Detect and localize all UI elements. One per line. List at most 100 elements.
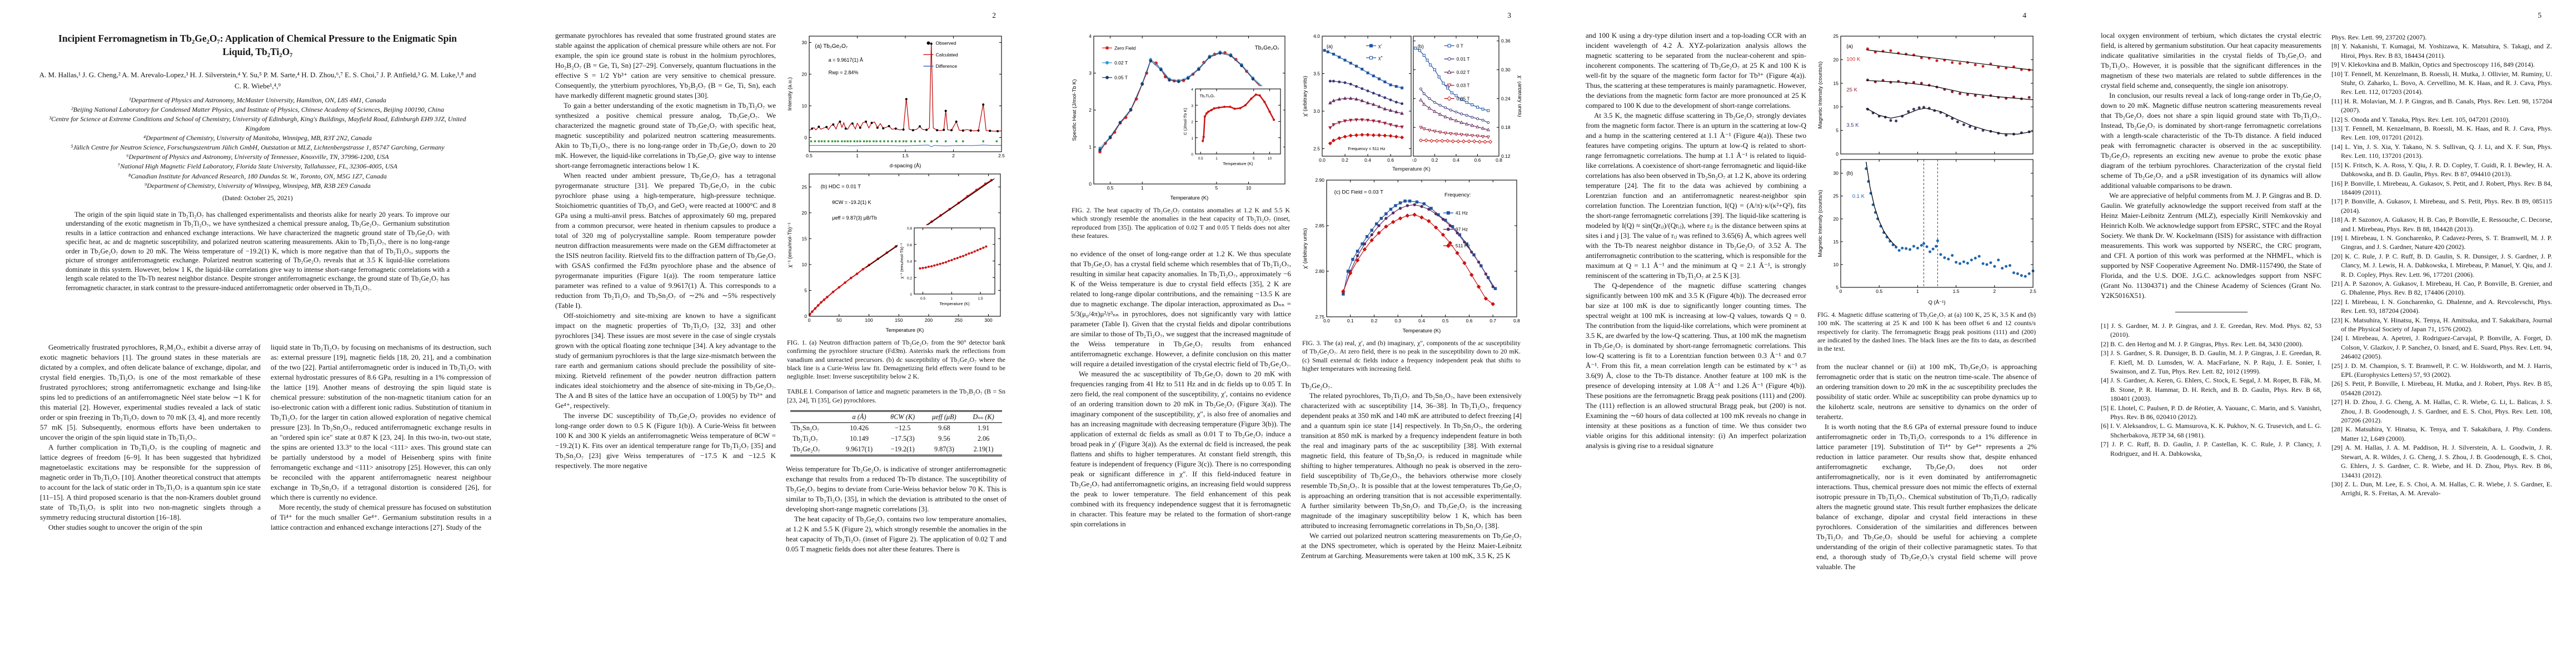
- paragraph: Tb₂Ge₂O₇.: [1301, 381, 1332, 390]
- svg-text:20: 20: [802, 71, 808, 77]
- svg-text:(b) HDC = 0.01 T: (b) HDC = 0.01 T: [821, 184, 861, 190]
- svg-text:1: 1: [1141, 185, 1144, 191]
- body-columns: Geometrically frustrated pyrochlores, R₂…: [40, 342, 491, 653]
- paragraph-list: Weiss temperature for Tb₂Ge₂O₇ is indica…: [786, 464, 1007, 554]
- fig3b-chi-doubleprime-chart: 0.0 0.2 0.4 0.6 0.80.12 0.18 0.24 0.30 0.36 (b) 0 …: [1412, 36, 1521, 163]
- svg-text:1.5: 1.5: [1953, 288, 1960, 294]
- svg-text:2: 2: [1089, 107, 1092, 113]
- dated-line: (Dated: October 25, 2021): [222, 193, 293, 202]
- svg-text:Tb₂Ti₂O₇: Tb₂Ti₂O₇: [1200, 94, 1215, 98]
- table-cell: 9.87(3): [934, 445, 954, 454]
- figure-1: 0.5 1 1.5 2 2.5 0 10 20 30 (a) Tb₂Ge₂O₇ a = 9.9617…: [786, 32, 1007, 381]
- svg-text:30: 30: [1833, 171, 1839, 176]
- svg-text:χ″: χ″: [1378, 55, 1382, 61]
- table-row: Tb₂Ti₂O₇ 10.149 −17.5(3) 9.56 2.06: [790, 434, 1002, 444]
- paper-title: Incipient Ferromagnetism in Tb₂Ge₂O₇: Ap…: [58, 33, 457, 57]
- svg-text:15: 15: [1833, 239, 1839, 245]
- svg-text:Rwp = 2.84%: Rwp = 2.84%: [829, 70, 859, 76]
- svg-text:Temperature (K): Temperature (K): [1223, 161, 1253, 166]
- svg-text:25: 25: [1833, 33, 1839, 39]
- svg-text:μeff = 9.87(3) μB/Tb: μeff = 9.87(3) μB/Tb: [832, 215, 877, 221]
- svg-text:41 Hz: 41 Hz: [1456, 210, 1468, 216]
- affiliation: ⁹Department of Chemistry, University of …: [145, 181, 371, 190]
- table-header-cell: [790, 411, 837, 424]
- fig4a-diffuse-scattering-chart: 0 5 10 15 20 25 (a) 100 K 25 K 3.5 K Magnetic Inte…: [1817, 33, 2034, 157]
- figure-1-caption: FIG. 1. (a) Neutron diffraction pattern …: [787, 339, 1005, 381]
- svg-text:5: 5: [1836, 128, 1838, 133]
- svg-text:0.8: 0.8: [1513, 318, 1520, 323]
- reference: [7] J. P. C. Ruff, B. D. Gaulin, J. P. C…: [2101, 440, 2321, 457]
- svg-text:0.05 T: 0.05 T: [1457, 96, 1470, 101]
- fig3a-chi-prime-chart: 0.0 0.2 0.4 0.6 2.5 3.0 3.5 4.0 (a) Frequency = 5…: [1302, 33, 1412, 163]
- svg-text:0.1 K: 0.1 K: [1852, 193, 1865, 200]
- svg-text:4.0: 4.0: [1313, 33, 1320, 39]
- svg-text:15: 15: [802, 236, 808, 241]
- table-cell: 9.56: [938, 435, 950, 443]
- affiliation: ¹Department of Physics and Astronomy, Mc…: [129, 96, 386, 104]
- paragraph-list: liquid state in Tb₂Ti₂O₇ by focusing on …: [271, 342, 491, 532]
- reference: [9] V. Klekovkina and B. Malkin, Optics …: [2331, 61, 2535, 69]
- column-right: 0 5 10 15 20 25 (a) 100 K 25 K 3.5 K Magnetic Inte…: [1816, 31, 2037, 653]
- svg-text:2.5: 2.5: [998, 153, 1005, 158]
- svg-text:1: 1: [1916, 288, 1919, 294]
- svg-text:20: 20: [1833, 57, 1839, 62]
- svg-text:250: 250: [955, 317, 963, 323]
- table-1-caption: TABLE I. Comparison of lattice and magne…: [787, 387, 1005, 404]
- paragraph: A further complication in Tb₂Ti₂O₇ is th…: [40, 443, 261, 521]
- svg-text:30: 30: [802, 39, 808, 45]
- table-header-cell: Dₙₙ (K): [965, 411, 1003, 424]
- fig1b-wrap: 0 50 100 150 200 250 300 0 5 10 15 20 25 (b) HDC = 0.…: [786, 170, 1007, 334]
- svg-text:0.01 T: 0.01 T: [1457, 56, 1470, 62]
- svg-text:25: 25: [1833, 193, 1839, 199]
- svg-text:0.2: 0.2: [1432, 157, 1438, 163]
- svg-text:0.6: 0.6: [1466, 318, 1473, 323]
- figure-4-caption: FIG. 4. Magnetic diffuse scattering of T…: [1817, 311, 2036, 353]
- svg-text:5: 5: [1215, 185, 1218, 191]
- table-cell: 1.91: [977, 424, 990, 432]
- svg-text:10: 10: [1833, 262, 1839, 267]
- svg-text:2: 2: [952, 153, 955, 158]
- table-1: a (Å) θCW (K) μeff (μB) Dₙₙ (K) Tb₂Sn₂O₇…: [790, 410, 1003, 457]
- reference: [12] S. Onoda and Y. Tanaka, Phys. Rev. …: [2331, 115, 2510, 123]
- svg-text:1: 1: [1191, 137, 1193, 141]
- svg-text:χ′ (arbitrary units): χ′ (arbitrary units): [1302, 76, 1308, 116]
- reference: [14] L. Yin, J. S. Xia, Y. Takano, N. S.…: [2331, 142, 2552, 160]
- svg-text:0.03 T: 0.03 T: [1457, 83, 1470, 88]
- paragraph: It is worth noting that the 8.6 GPa of e…: [1816, 422, 2037, 571]
- svg-text:Tb₂Ge₂O₇: Tb₂Ge₂O₇: [1255, 45, 1280, 51]
- svg-text:1: 1: [856, 153, 859, 158]
- reference: [3] J. S. Gardner, S. R. Dunsiger, B. D.…: [2101, 349, 2321, 376]
- svg-text:3.0: 3.0: [1313, 108, 1320, 114]
- svg-text:0.30: 0.30: [1501, 67, 1511, 72]
- svg-text:Frequency:: Frequency:: [1444, 192, 1471, 198]
- table-cell: 9.9617(1): [845, 445, 873, 454]
- svg-text:3.5: 3.5: [1313, 71, 1320, 77]
- reference: [1] J. S. Gardner, M. J. P. Gingras, and…: [2101, 322, 2321, 339]
- page-number: 3: [1507, 11, 1511, 19]
- reference: [21] A. P. Sazonov, A. Gukasov, I. Mireb…: [2331, 279, 2552, 297]
- page-number: 5: [2538, 11, 2542, 19]
- column-right: Phys. Rev. Lett. 99, 237202 (2007). [8] Y…: [2331, 31, 2552, 653]
- column-right: 0.5 1 1.5 2 2.5 0 10 20 30 (a) Tb₂Ge₂O₇ a = 9.9617…: [786, 31, 1007, 653]
- body-columns: and 100 K using a dry-type dilution inse…: [1586, 31, 2037, 653]
- svg-text:Calculated: Calculated: [936, 52, 958, 57]
- affiliation-list: ¹Department of Physics and Astronomy, Mc…: [39, 96, 476, 190]
- svg-text:0: 0: [1840, 288, 1842, 294]
- svg-text:2.5: 2.5: [2030, 288, 2036, 294]
- author-list: A. M. Hallas,¹ J. G. Cheng,² A. M. Areva…: [39, 71, 476, 90]
- svg-text:10: 10: [1268, 157, 1272, 161]
- column-right: liquid state in Tb₂Ti₂O₇ by focusing on …: [271, 342, 491, 653]
- reference: [15] K. Fritsch, K. A. Ross, Y. Qiu, J. …: [2331, 161, 2552, 178]
- table-cell: −17.5(3): [890, 435, 915, 443]
- svg-text:χ⁻¹ (emu/mol-Tb)⁻¹: χ⁻¹ (emu/mol-Tb)⁻¹: [899, 243, 904, 278]
- svg-text:Difference: Difference: [936, 63, 958, 69]
- svg-text:0: 0: [1089, 181, 1092, 187]
- paragraph: The related pyrochlores, Tb₂Ti₂O₇ and Tb…: [1301, 391, 1522, 530]
- column-left: 0.5 1 5 10 0 1 2 3 4 Tb₂Ge₂O₇ Zero Field 0.02 T 0.05…: [1070, 31, 1291, 653]
- paragraph: and 100 K using a dry-type dilution inse…: [1586, 31, 1806, 109]
- svg-text:0.4: 0.4: [1453, 157, 1459, 163]
- svg-text:4: 4: [1191, 88, 1193, 92]
- reference: [27] H. D. Zhou, J. G. Cheng, A. M. Hall…: [2331, 398, 2552, 425]
- paragraph-list: Geometrically frustrated pyrochlores, R₂…: [40, 342, 261, 532]
- reference: [13] T. Fennell, M. Kenzelmann, B. Roess…: [2331, 125, 2552, 142]
